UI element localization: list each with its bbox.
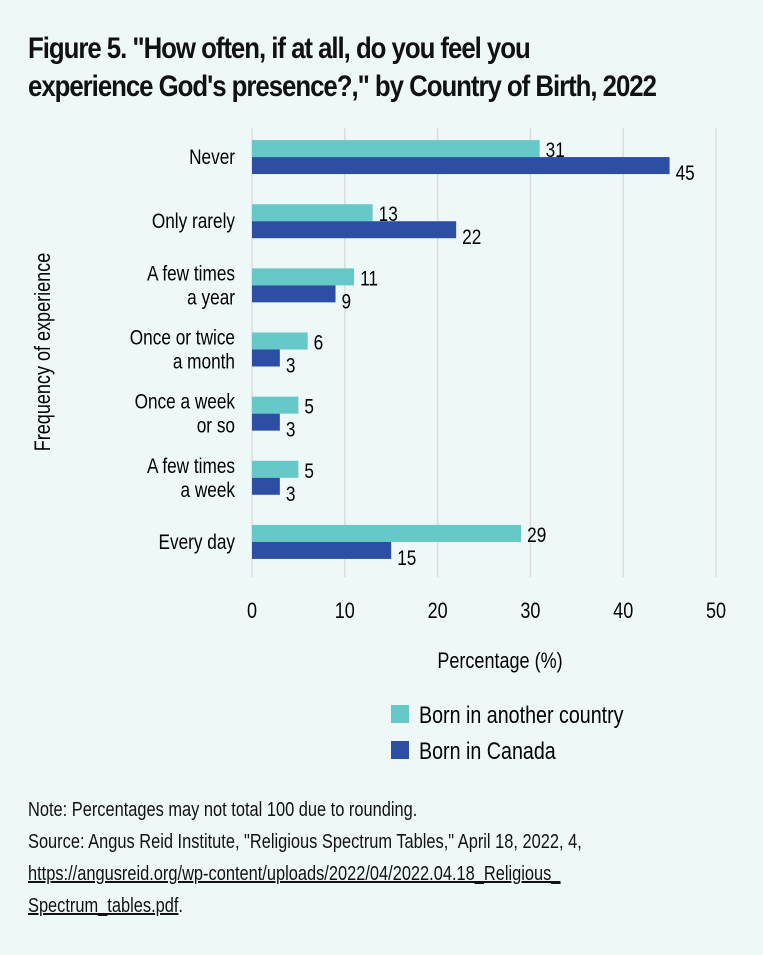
x-tick-label: 40 [613,599,633,623]
category-label: Never [189,147,235,170]
bar-another-country [252,524,522,542]
data-label: 5 [304,396,314,419]
x-tick-label: 20 [428,599,448,623]
category-label: Once or twice [130,327,235,350]
data-label: 11 [360,268,378,291]
chart-title-line-2: experience God's presence?," by Country … [28,70,657,103]
source-text: Source: Angus Reid Institute, "Religious… [28,831,582,853]
data-label: 3 [286,419,296,442]
chart-title: Figure 5. "How often, if at all, do you … [28,30,750,106]
data-label: 3 [286,355,296,378]
legend-label: Born in Canada [419,737,556,764]
x-axis-label: Percentage (%) [437,649,562,673]
x-tick-labels: 0 10 20 30 40 50 [247,599,726,623]
note-text: Note: Percentages may not total 100 due … [28,799,418,821]
bar-canada [252,477,280,495]
bar-another-country [252,332,308,350]
category-label: or so [197,415,235,438]
data-label: 6 [314,332,324,355]
category-label: A few times [147,263,235,286]
data-label: 13 [379,204,398,227]
category-label: Only rarely [152,211,236,234]
footnote: Note: Percentages may not total 100 due … [28,794,763,922]
link-suffix: . [178,895,183,917]
bar-another-country [252,268,355,286]
source-link-continued[interactable]: Spectrum_tables.pdf [28,895,179,917]
bar-another-country [252,204,373,222]
bar-canada [252,413,280,431]
legend-label: Born in another country [419,701,624,728]
category-label: Once a week [135,391,236,414]
bar-another-country [252,396,299,414]
x-tick-label: 30 [520,599,540,623]
data-label: 3 [286,483,296,506]
bar-another-country [252,460,299,478]
category-label: a month [173,351,235,374]
data-label: 22 [462,227,481,250]
category-label: a week [180,479,235,502]
x-tick-label: 0 [247,599,257,623]
data-label: 45 [676,163,695,186]
bar-canada [252,221,457,239]
category-label: A few times [147,455,235,478]
bar-canada [252,349,280,367]
chart-title-line-1: Figure 5. "How often, if at all, do you … [28,32,531,65]
data-label: 15 [397,547,416,570]
legend-swatch-another-country [391,705,409,723]
legend: Born in another country Born in Canada [391,701,624,764]
category-label: a year [187,287,235,310]
bar-another-country [252,140,540,158]
x-tick-label: 10 [335,599,355,623]
data-label: 31 [546,140,565,163]
data-label: 5 [304,460,314,483]
data-label: 9 [342,291,352,314]
source-link[interactable]: https://angusreid.org/wp-content/uploads… [28,863,561,885]
category-label: Every day [158,531,235,554]
y-axis-label: Frequency of experience [31,253,55,451]
bar-canada [252,541,392,559]
data-label: 29 [527,524,546,547]
legend-swatch-canada [391,741,409,759]
bar-canada [252,157,670,175]
x-tick-label: 50 [706,599,726,623]
bar-canada [252,285,336,303]
